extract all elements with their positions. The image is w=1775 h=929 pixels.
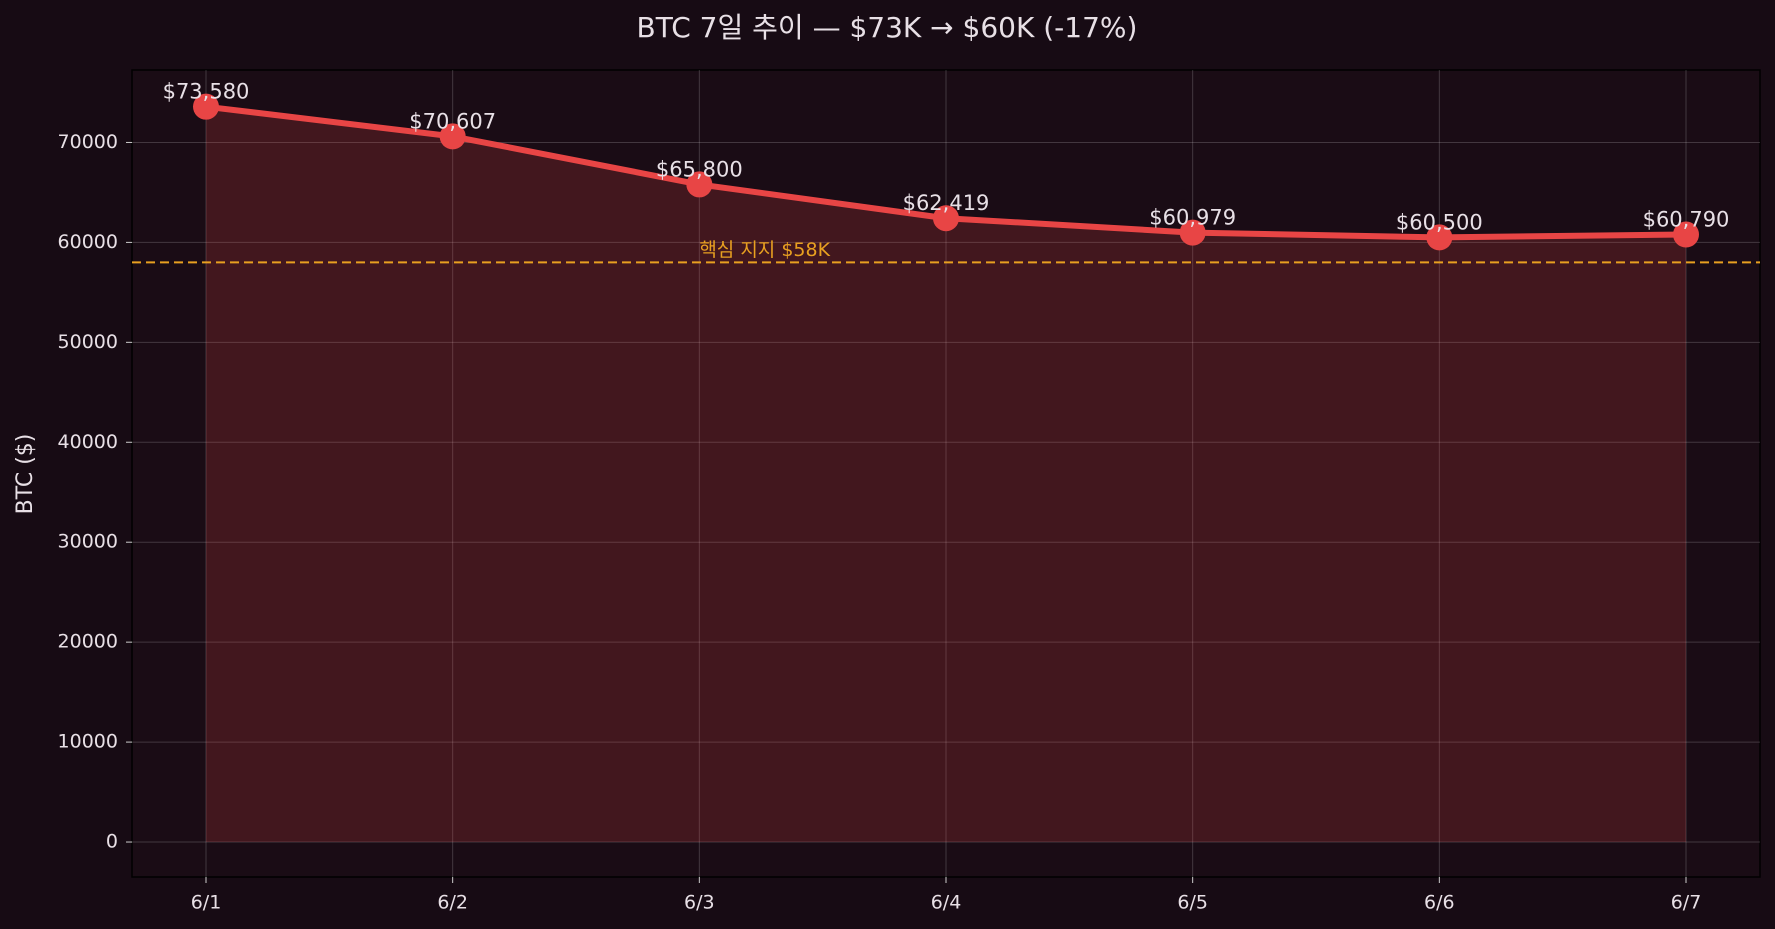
marker [1673,221,1699,248]
x-tick-label: 6/3 [684,892,715,914]
y-tick-label: 70000 [58,131,118,153]
value-label: $65,800 [656,157,743,181]
x-tick-label: 6/6 [1424,892,1455,914]
reference-label: 핵심 지지 $58K [699,239,830,261]
y-tick-label: 50000 [58,331,118,353]
y-tick-label: 40000 [58,431,118,453]
value-label: $73,580 [163,80,250,104]
marker [933,205,959,232]
value-label: $60,500 [1396,210,1483,234]
y-tick-label: 30000 [58,531,118,553]
value-label: $62,419 [903,191,990,215]
chart-title: BTC 7일 추이 — $73K → $60K (-17%) [637,11,1138,44]
marker [193,93,219,120]
marker [1179,219,1206,246]
x-tick-label: 6/7 [1671,892,1702,914]
marker [439,123,466,150]
y-tick-label: 10000 [58,731,118,753]
value-label: $70,607 [409,109,496,133]
marker [1426,224,1453,251]
x-tick-label: 6/5 [1177,892,1208,914]
y-axis-label: BTC ($) [13,434,38,515]
value-label: $60,979 [1149,206,1236,230]
y-tick-label: 0 [106,831,118,853]
x-tick-label: 6/1 [191,892,222,914]
area [206,106,1686,843]
x-tick-label: 6/4 [931,892,962,914]
value-label: $60,790 [1643,207,1730,231]
plot-area [131,69,1761,878]
marker [686,171,713,198]
y-tick-label: 20000 [58,631,118,653]
y-tick-label: 60000 [58,231,118,253]
x-tick-label: 6/2 [437,892,468,914]
